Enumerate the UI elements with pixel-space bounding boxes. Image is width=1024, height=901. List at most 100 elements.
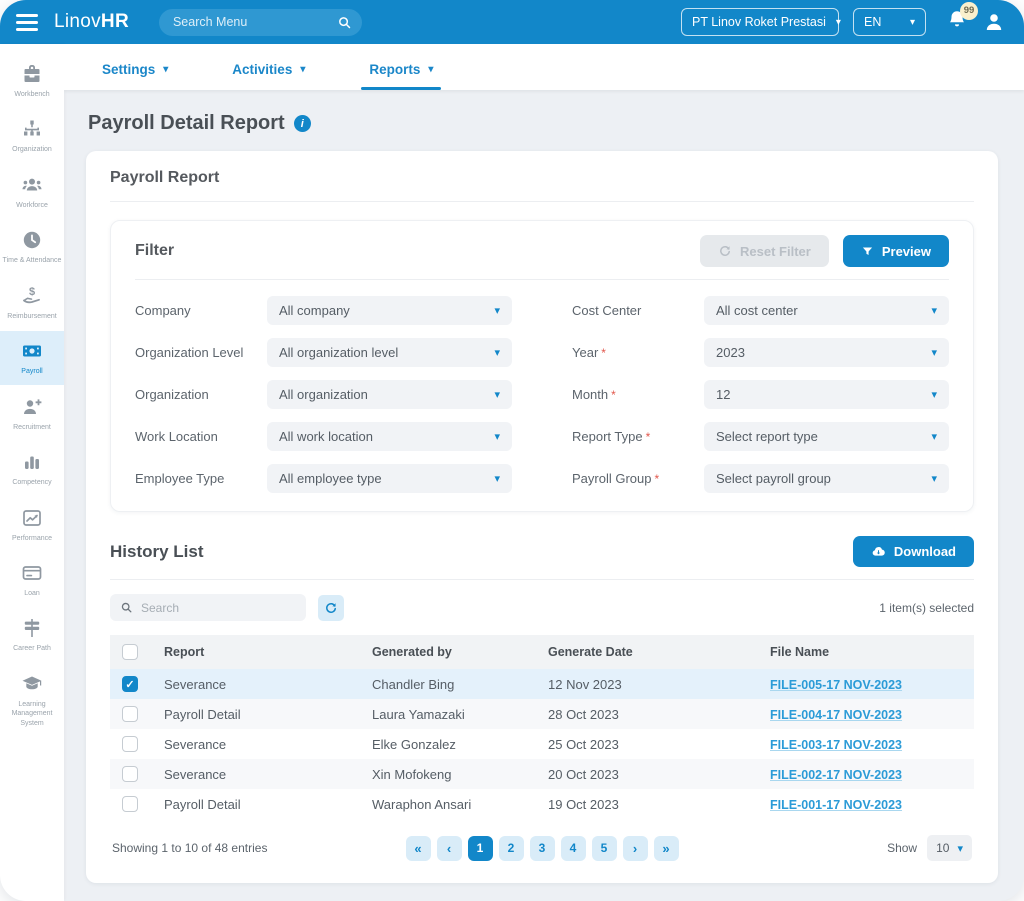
cloud-download-icon (872, 547, 885, 556)
company-select[interactable]: All company ▾ (267, 296, 512, 325)
global-search-input[interactable] (172, 15, 337, 29)
field-month: Month * 12 ▾ (572, 380, 949, 409)
column-header-report: Report (164, 645, 205, 659)
file-link[interactable]: FILE-001-17 NOV-2023 (770, 797, 903, 812)
chevron-down-icon: ▾ (494, 473, 500, 485)
table-row[interactable]: Severance Xin Mofokeng 20 Oct 2023 FILE-… (110, 759, 974, 789)
sidebar-item-time-attendance[interactable]: Time & Attendance (0, 220, 64, 273)
refresh-icon (720, 246, 731, 256)
graduation-cap-icon (22, 676, 42, 690)
hand-dollar-icon: $ (23, 286, 40, 303)
row-checkbox[interactable] (122, 706, 138, 722)
month-select[interactable]: 12 ▾ (704, 380, 949, 409)
organization-level-select[interactable]: All organization level ▾ (267, 338, 512, 367)
profile-button[interactable] (982, 10, 1006, 34)
file-link[interactable]: FILE-003-17 NOV-2023 (770, 737, 903, 752)
menu-hamburger-icon[interactable] (14, 10, 40, 35)
payroll-group-select[interactable]: Select payroll group ▾ (704, 464, 949, 493)
sidebar-item-workbench[interactable]: Workbench (0, 54, 64, 107)
language-selector[interactable]: EN ▾ (853, 8, 926, 36)
preview-button[interactable]: Preview (842, 235, 949, 267)
table-row[interactable]: Payroll Detail Waraphon Ansari 19 Oct 20… (110, 789, 974, 819)
page-button-3[interactable]: 3 (529, 835, 555, 861)
refresh-icon (326, 602, 337, 613)
line-chart-icon (23, 509, 41, 526)
chevron-down-icon: ▾ (909, 16, 915, 28)
file-link[interactable]: FILE-004-17 NOV-2023 (770, 707, 903, 722)
table-row[interactable]: Payroll Detail Laura Yamazaki 28 Oct 202… (110, 699, 974, 729)
column-header-file-name: File Name (770, 645, 830, 659)
row-checkbox[interactable] (122, 796, 138, 812)
page-size-select[interactable]: 10 ▾ (927, 835, 972, 861)
global-search[interactable] (158, 8, 362, 36)
people-icon (22, 178, 42, 191)
funnel-icon (862, 246, 872, 255)
page-button-4[interactable]: 4 (560, 835, 586, 861)
reset-filter-button[interactable]: Reset Filter (700, 235, 829, 267)
page-title: Payroll Detail Report (88, 112, 285, 134)
year-select[interactable]: 2023 ▾ (704, 338, 949, 367)
user-icon (986, 14, 1002, 30)
row-checkbox[interactable] (122, 766, 138, 782)
tab-activities[interactable]: Activities ▾ (232, 62, 306, 77)
next-page-button[interactable]: › (622, 835, 648, 861)
table-row[interactable]: ✓ Severance Chandler Bing 12 Nov 2023 FI… (110, 669, 974, 699)
row-checkbox[interactable]: ✓ (122, 676, 138, 692)
info-icon[interactable]: i (293, 115, 311, 132)
selected-count: 1 item(s) selected (879, 600, 974, 615)
chevron-down-icon: ▾ (931, 389, 937, 401)
app-logo: LinovHR (54, 11, 129, 32)
sidebar-item-recruitment[interactable]: Recruitment (0, 387, 64, 440)
work-location-select[interactable]: All work location ▾ (267, 422, 512, 451)
download-button[interactable]: Download (852, 536, 974, 567)
company-selector[interactable]: PT Linov Roket Prestasi ▾ (681, 8, 841, 36)
field-report-type: Report Type * Select report type ▾ (572, 422, 949, 451)
column-header-generate-date: Generate Date (548, 645, 633, 659)
file-link[interactable]: FILE-005-17 NOV-2023 (770, 677, 903, 692)
chevron-down-icon: ▾ (494, 389, 500, 401)
page-button-2[interactable]: 2 (498, 835, 524, 861)
sidebar-item-competency[interactable]: Competency (0, 442, 64, 495)
history-table: Report Generated by Generate Date File N… (110, 635, 974, 819)
credit-card-icon (22, 566, 42, 580)
report-type-select[interactable]: Select report type ▾ (704, 422, 949, 451)
field-work-location: Work Location All work location ▾ (135, 422, 512, 451)
pagination-summary: Showing 1 to 10 of 48 entries (112, 841, 268, 855)
notifications-button[interactable]: 99 (946, 1, 978, 36)
sidebar-item-payroll[interactable]: Payroll (0, 331, 64, 385)
sidebar-item-workforce[interactable]: Workforce (0, 165, 64, 218)
tab-settings[interactable]: Settings ▾ (102, 62, 169, 77)
history-search-input[interactable] (141, 600, 296, 615)
tab-reports[interactable]: Reports ▾ (361, 50, 442, 90)
sidebar-item-loan[interactable]: Loan (0, 553, 64, 606)
svg-text:$: $ (29, 286, 35, 298)
toolbox-icon (24, 65, 40, 82)
field-year: Year * 2023 ▾ (572, 338, 949, 367)
sidebar-item-reimbursement[interactable]: $ Reimbursement (7, 285, 57, 320)
employee-type-select[interactable]: All employee type ▾ (267, 464, 512, 493)
search-icon[interactable] (337, 15, 352, 30)
select-all-checkbox[interactable] (122, 644, 138, 660)
page-button-1[interactable]: 1 (467, 835, 493, 861)
chevron-down-icon: ▾ (835, 16, 841, 28)
sidebar-item-performance[interactable]: Performance (0, 498, 64, 551)
prev-page-button[interactable]: ‹ (436, 835, 462, 861)
top-navbar: LinovHR PT Linov Roket Prestasi ▾ EN ▾ 9… (0, 0, 1024, 44)
chevron-down-icon: ▾ (931, 431, 937, 443)
last-page-button[interactable]: » (653, 835, 679, 861)
table-row[interactable]: Severance Elke Gonzalez 25 Oct 2023 FILE… (110, 729, 974, 759)
field-payroll-group: Payroll Group * Select payroll group ▾ (572, 464, 949, 493)
sidebar-item-career-path[interactable]: Career Path (0, 608, 64, 661)
field-organization: Organization All organization ▾ (135, 380, 512, 409)
organization-select[interactable]: All organization ▾ (267, 380, 512, 409)
row-checkbox[interactable] (122, 736, 138, 752)
cost-center-select[interactable]: All cost center ▾ (704, 296, 949, 325)
page-button-5[interactable]: 5 (591, 835, 617, 861)
file-link[interactable]: FILE-002-17 NOV-2023 (770, 767, 903, 782)
refresh-button[interactable] (318, 594, 344, 621)
sidebar-item-organization[interactable]: Organization (0, 109, 64, 162)
sidebar-item-lms[interactable]: Learning Management System (0, 664, 64, 736)
history-search[interactable] (110, 594, 306, 621)
first-page-button[interactable]: « (405, 835, 431, 861)
field-employee-type: Employee Type All employee type ▾ (135, 464, 512, 493)
